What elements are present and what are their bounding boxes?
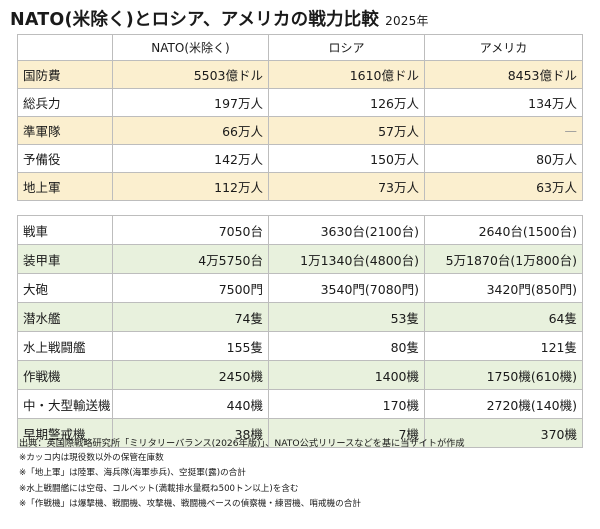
cell-russia: 150万人 — [268, 144, 425, 173]
header-cell-empty — [17, 34, 113, 61]
table-row: 準軍隊 66万人 57万人 — — [17, 116, 583, 145]
cell-russia: 1万1340台(4800台) — [268, 244, 425, 274]
equipment-table: 戦車 7050台 3630台(2100台) 2640台(1500台) 装甲車 4万5750… — [17, 215, 583, 448]
cell-nato: 2450機 — [112, 360, 269, 390]
cell-nato: 74隻 — [112, 302, 269, 332]
footnote: ※「地上軍」は陸軍、海兵隊(海軍歩兵)、空挺軍(露)の合計 — [19, 468, 246, 479]
cell-nato: 7500門 — [112, 273, 269, 303]
cell-russia: 1610億ドル — [268, 60, 425, 89]
header-cell-nato: NATO(米除く) — [112, 34, 269, 61]
row-label: 戦車 — [17, 215, 113, 245]
row-label: 予備役 — [17, 144, 113, 173]
title-year: 2025年 — [385, 14, 429, 28]
row-label: 作戦機 — [17, 360, 113, 390]
table-row: 潜水艦 74隻 53隻 64隻 — [17, 302, 583, 332]
cell-nato: 440機 — [112, 389, 269, 419]
cell-russia: 57万人 — [268, 116, 425, 145]
footnotes: 出典：英国際戦略研究所「ミリタリーバランス(2026年版)」、NATO公式リリー… — [19, 436, 465, 512]
row-label: 国防費 — [17, 60, 113, 89]
table-row: 戦車 7050台 3630台(2100台) 2640台(1500台) — [17, 215, 583, 245]
cell-russia: 170機 — [268, 389, 425, 419]
cell-usa: 8453億ドル — [424, 60, 583, 89]
cell-nato: 66万人 — [112, 116, 269, 145]
table-row: 国防費 5503億ドル 1610億ドル 8453億ドル — [17, 60, 583, 89]
footnote: ※水上戦闘艦には空母、コルベット(満載排水量概ね500トン以上)を含む — [19, 483, 299, 494]
cell-usa: 370機 — [424, 418, 583, 448]
footnote: ※カッコ内は現役数以外の保管在庫数 — [19, 453, 164, 464]
table-row: 水上戦闘艦 155隻 80隻 121隻 — [17, 331, 583, 361]
row-label: 潜水艦 — [17, 302, 113, 332]
cell-russia: 126万人 — [268, 88, 425, 117]
cell-nato: 197万人 — [112, 88, 269, 117]
row-label: 総兵力 — [17, 88, 113, 117]
cell-usa: 2720機(140機) — [424, 389, 583, 419]
table-row: 予備役 142万人 150万人 80万人 — [17, 144, 583, 173]
table-row: 総兵力 197万人 126万人 134万人 — [17, 88, 583, 117]
cell-russia: 80隻 — [268, 331, 425, 361]
row-label: 装甲車 — [17, 244, 113, 274]
table-row: 装甲車 4万5750台 1万1340台(4800台) 5万1870台(1万800台) — [17, 244, 583, 274]
cell-nato: 142万人 — [112, 144, 269, 173]
cell-usa: 2640台(1500台) — [424, 215, 583, 245]
title-main: NATO(米除く)とロシア、アメリカの戦力比較 — [10, 10, 380, 30]
row-label: 大砲 — [17, 273, 113, 303]
row-label: 早期警戒機 — [17, 418, 113, 448]
page-title: NATO(米除く)とロシア、アメリカの戦力比較 2025年 — [10, 6, 429, 31]
cell-russia: 3540門(7080門) — [268, 273, 425, 303]
table-row: 早期警戒機 38機 7機 370機 — [17, 418, 583, 448]
cell-nato: 155隻 — [112, 331, 269, 361]
table-row: 作戦機 2450機 1400機 1750機(610機) — [17, 360, 583, 390]
cell-usa: 134万人 — [424, 88, 583, 117]
budget-personnel-table: NATO(米除く) ロシア アメリカ 国防費 5503億ドル 1610億ドル 8453… — [17, 34, 583, 201]
header-row: NATO(米除く) ロシア アメリカ — [17, 34, 583, 61]
table-row: 地上軍 112万人 73万人 63万人 — [17, 172, 583, 201]
table-row: 中・大型輸送機 440機 170機 2720機(140機) — [17, 389, 583, 419]
cell-usa: 1750機(610機) — [424, 360, 583, 390]
row-label: 準軍隊 — [17, 116, 113, 145]
cell-russia: 73万人 — [268, 172, 425, 201]
cell-russia: 1400機 — [268, 360, 425, 390]
row-label: 水上戦闘艦 — [17, 331, 113, 361]
footnote: ※「作戦機」は爆撃機、戦闘機、攻撃機、戦闘機ベースの偵察機・練習機、哨戒機の合計 — [19, 498, 361, 509]
row-label: 中・大型輸送機 — [17, 389, 113, 419]
cell-russia: 7機 — [268, 418, 425, 448]
cell-russia: 53隻 — [268, 302, 425, 332]
cell-nato: 7050台 — [112, 215, 269, 245]
cell-usa: — — [424, 116, 583, 145]
header-cell-usa: アメリカ — [424, 34, 583, 61]
row-label: 地上軍 — [17, 172, 113, 201]
cell-nato: 4万5750台 — [112, 244, 269, 274]
cell-nato: 5503億ドル — [112, 60, 269, 89]
cell-usa: 121隻 — [424, 331, 583, 361]
cell-usa: 63万人 — [424, 172, 583, 201]
header-cell-russia: ロシア — [268, 34, 425, 61]
cell-nato: 112万人 — [112, 172, 269, 201]
source-note: 出典：英国際戦略研究所「ミリタリーバランス(2026年版)」、NATO公式リリー… — [19, 438, 465, 449]
cell-usa: 3420門(850門) — [424, 273, 583, 303]
cell-usa: 80万人 — [424, 144, 583, 173]
cell-usa: 5万1870台(1万800台) — [424, 244, 583, 274]
cell-russia: 3630台(2100台) — [268, 215, 425, 245]
table-row: 大砲 7500門 3540門(7080門) 3420門(850門) — [17, 273, 583, 303]
cell-usa: 64隻 — [424, 302, 583, 332]
